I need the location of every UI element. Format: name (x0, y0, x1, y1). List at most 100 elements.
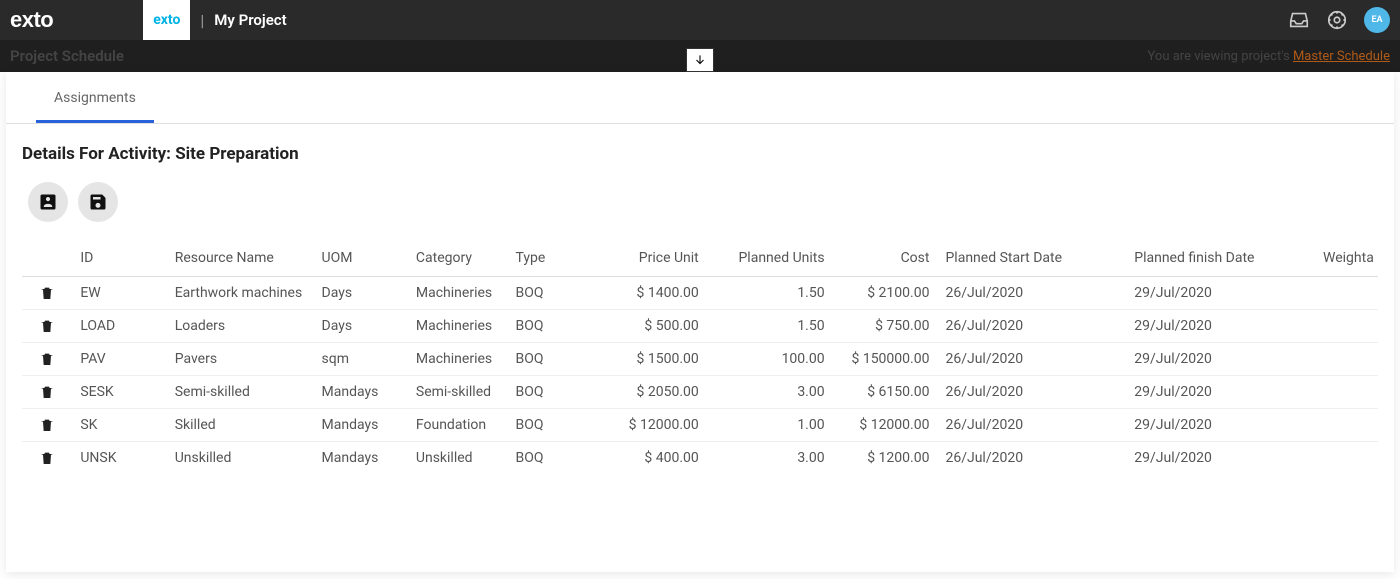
cell-planned-units: 3.00 (707, 376, 833, 409)
cell-planned-units: 1.50 (707, 277, 833, 310)
cell-start: 26/Jul/2020 (937, 442, 1126, 475)
table-row[interactable]: SESKSemi-skilledMandaysSemi-skilledBOQ$ … (22, 376, 1378, 409)
cell-price-unit: $ 12000.00 (581, 409, 707, 442)
cell-price-unit: $ 2050.00 (581, 376, 707, 409)
assign-person-button[interactable] (28, 182, 68, 222)
cell-name: Pavers (167, 343, 314, 376)
user-avatar[interactable]: EA (1364, 7, 1390, 33)
cell-category: Semi-skilled (408, 376, 508, 409)
topbar: exto exto | My Project EA (0, 0, 1400, 40)
topbar-actions: EA (1288, 7, 1390, 33)
page-section-title: Project Schedule (10, 47, 124, 65)
cell-category: Machineries (408, 277, 508, 310)
cell-id: PAV (72, 343, 166, 376)
cell-start: 26/Jul/2020 (937, 376, 1126, 409)
activity-name: Site Preparation (175, 144, 298, 164)
cell-cost: $ 150000.00 (833, 343, 938, 376)
col-id[interactable]: ID (72, 240, 166, 277)
delete-row-button[interactable] (30, 318, 64, 334)
expand-down-button[interactable] (686, 48, 714, 72)
cell-category: Machineries (408, 343, 508, 376)
delete-row-button[interactable] (30, 285, 64, 301)
cell-weightage (1315, 343, 1378, 376)
master-schedule-link[interactable]: Master Schedule (1293, 49, 1390, 64)
cell-price-unit: $ 1400.00 (581, 277, 707, 310)
panel-tabs: Assignments (6, 72, 1394, 124)
cell-category: Machineries (408, 310, 508, 343)
cell-uom: sqm (314, 343, 408, 376)
cell-cost: $ 750.00 (833, 310, 938, 343)
cell-type: BOQ (508, 343, 581, 376)
table-row[interactable]: EWEarthwork machinesDaysMachineriesBOQ$ … (22, 277, 1378, 310)
cell-price-unit: $ 1500.00 (581, 343, 707, 376)
delete-row-button[interactable] (30, 417, 64, 433)
cell-type: BOQ (508, 409, 581, 442)
cell-id: UNSK (72, 442, 166, 475)
table-row[interactable]: UNSKUnskilledMandaysUnskilledBOQ$ 400.00… (22, 442, 1378, 475)
cell-weightage (1315, 409, 1378, 442)
cell-cost: $ 12000.00 (833, 409, 938, 442)
details-title: Details For Activity: Site Preparation (22, 144, 1378, 164)
col-planned-start[interactable]: Planned Start Date (937, 240, 1126, 277)
cell-price-unit: $ 400.00 (581, 442, 707, 475)
action-row (22, 182, 1378, 222)
cell-name: Loaders (167, 310, 314, 343)
col-planned-units[interactable]: Planned Units (707, 240, 833, 277)
cell-id: SK (72, 409, 166, 442)
cell-cost: $ 1200.00 (833, 442, 938, 475)
cell-finish: 29/Jul/2020 (1126, 277, 1315, 310)
cell-weightage (1315, 277, 1378, 310)
col-resource-name[interactable]: Resource Name (167, 240, 314, 277)
col-weightage[interactable]: Weighta (1315, 240, 1378, 277)
save-button[interactable] (78, 182, 118, 222)
cell-start: 26/Jul/2020 (937, 409, 1126, 442)
delete-row-button[interactable] (30, 450, 64, 466)
col-uom[interactable]: UOM (314, 240, 408, 277)
cell-type: BOQ (508, 310, 581, 343)
col-category[interactable]: Category (408, 240, 508, 277)
cell-id: EW (72, 277, 166, 310)
cell-cost: $ 2100.00 (833, 277, 938, 310)
cell-name: Unskilled (167, 442, 314, 475)
project-name: My Project (214, 11, 286, 29)
col-price-unit[interactable]: Price Unit (581, 240, 707, 277)
cell-price-unit: $ 500.00 (581, 310, 707, 343)
cell-finish: 29/Jul/2020 (1126, 343, 1315, 376)
delete-row-button[interactable] (30, 351, 64, 367)
settings-icon[interactable] (1326, 9, 1348, 31)
cell-uom: Mandays (314, 376, 408, 409)
cell-start: 26/Jul/2020 (937, 343, 1126, 376)
cell-category: Foundation (408, 409, 508, 442)
delete-row-button[interactable] (30, 384, 64, 400)
cell-weightage (1315, 376, 1378, 409)
cell-name: Semi-skilled (167, 376, 314, 409)
cell-uom: Mandays (314, 409, 408, 442)
cell-id: SESK (72, 376, 166, 409)
cell-planned-units: 3.00 (707, 442, 833, 475)
details-panel: Assignments Details For Activity: Site P… (6, 72, 1394, 572)
cell-name: Earthwork machines (167, 277, 314, 310)
cell-category: Unskilled (408, 442, 508, 475)
col-planned-finish[interactable]: Planned finish Date (1126, 240, 1315, 277)
table-row[interactable]: LOADLoadersDaysMachineriesBOQ$ 500.001.5… (22, 310, 1378, 343)
tab-assignments[interactable]: Assignments (36, 72, 154, 123)
panel-content: Details For Activity: Site Preparation I… (6, 124, 1394, 494)
assignments-table: ID Resource Name UOM Category Type Price… (22, 240, 1378, 474)
table-row[interactable]: SKSkilledMandaysFoundationBOQ$ 12000.001… (22, 409, 1378, 442)
details-prefix: Details For Activity: (22, 144, 175, 164)
cell-weightage (1315, 310, 1378, 343)
col-cost[interactable]: Cost (833, 240, 938, 277)
project-tab[interactable]: exto (143, 0, 190, 40)
cell-weightage (1315, 442, 1378, 475)
cell-uom: Mandays (314, 442, 408, 475)
cell-planned-units: 1.50 (707, 310, 833, 343)
table-row[interactable]: PAVPaverssqmMachineriesBOQ$ 1500.00100.0… (22, 343, 1378, 376)
app-logo[interactable]: exto (10, 7, 53, 33)
cell-finish: 29/Jul/2020 (1126, 442, 1315, 475)
project-tab-logo: exto (153, 12, 180, 28)
col-type[interactable]: Type (508, 240, 581, 277)
cell-type: BOQ (508, 376, 581, 409)
cell-finish: 29/Jul/2020 (1126, 310, 1315, 343)
divider: | (200, 11, 204, 30)
inbox-icon[interactable] (1288, 9, 1310, 31)
